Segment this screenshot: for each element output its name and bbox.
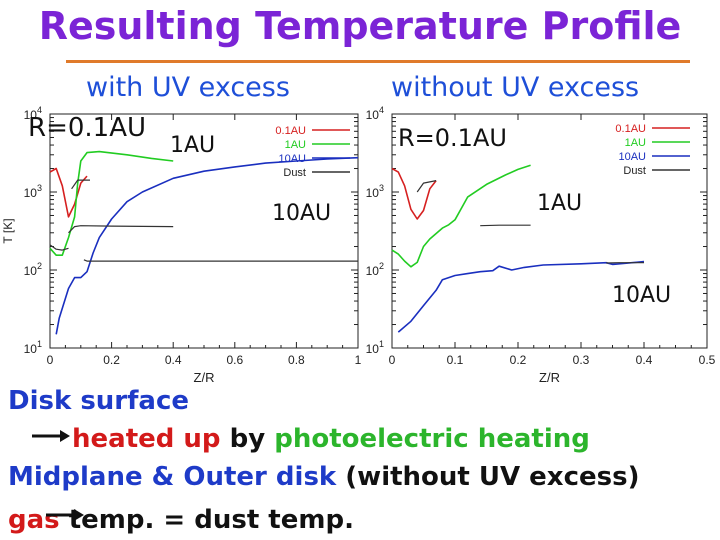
series-line-01au <box>49 167 88 218</box>
x-tick-label: 0.3 <box>573 353 590 367</box>
y-tick-label: 103 <box>366 183 384 200</box>
radius-annotation: R=0.1AU <box>398 124 507 152</box>
series-line-dust <box>83 259 358 262</box>
x-tick-label: 0.5 <box>699 353 716 367</box>
x-tick-label: 0.4 <box>636 353 653 367</box>
x-axis-label: Z/R <box>194 370 215 385</box>
x-tick-label: 1 <box>355 353 362 367</box>
series-line-dust <box>480 224 531 227</box>
series-line-dust <box>416 180 437 193</box>
legend-label: Dust <box>283 167 306 179</box>
y-tick-label: 102 <box>366 261 384 278</box>
legend-label: 1AU <box>625 137 646 149</box>
x-tick-label: 0 <box>389 353 396 367</box>
y-tick-label: 101 <box>24 339 42 356</box>
radius-annotation: 10AU <box>272 201 331 226</box>
note-disk-surface: Disk surface <box>8 386 190 416</box>
x-tick-label: 0.8 <box>288 353 305 367</box>
title-divider <box>66 60 690 63</box>
note-midplane: Midplane & Outer disk (without UV excess… <box>8 462 640 492</box>
radius-annotation: 10AU <box>612 283 671 308</box>
legend-label: 10AU <box>618 151 646 163</box>
x-tick-label: 0.1 <box>447 353 464 367</box>
y-tick-label: 103 <box>24 183 42 200</box>
series-line-dust <box>49 244 69 251</box>
x-tick-label: 0.2 <box>510 353 527 367</box>
x-tick-label: 0.2 <box>103 353 120 367</box>
note-gas-temp: gas temp. = dust temp. <box>8 505 354 535</box>
series-line-1au <box>391 164 531 268</box>
arrow-icon <box>32 430 70 442</box>
arrow-icon <box>46 509 84 521</box>
series-line-1au <box>49 150 174 256</box>
x-tick-label: 0.6 <box>226 353 243 367</box>
y-tick-label: 104 <box>366 105 384 122</box>
note-heated-up: heated up by photoelectric heating <box>72 424 590 454</box>
x-tick-label: 0.4 <box>165 353 182 367</box>
x-axis-label: Z/R <box>539 370 560 385</box>
chart-without-uv-excess: 0 0.1 0.2 0.3 0.4 0.5 101 102 103 104 Z/R 0.1AU 1AU 1… <box>366 105 716 385</box>
x-tick-label: 0 <box>47 353 54 367</box>
y-axis-label: T [K] <box>1 218 15 243</box>
legend-label: 0.1AU <box>615 123 646 135</box>
radius-annotation: R=0.1AU <box>28 113 146 143</box>
series-line-10au <box>55 156 359 335</box>
series-line-dust <box>71 179 90 190</box>
subtitle-with-uv: with UV excess <box>86 72 290 103</box>
radius-annotation: 1AU <box>537 191 582 216</box>
page-title: Resulting Temperature Profile <box>38 4 682 48</box>
subtitle-without-uv: without UV excess <box>391 72 640 103</box>
radius-annotation: 1AU <box>170 133 215 158</box>
series-line-10au <box>397 260 645 333</box>
legend-label: 1AU <box>285 139 306 151</box>
y-tick-label: 102 <box>24 261 42 278</box>
legend-label: Dust <box>623 165 646 177</box>
legend-label: 10AU <box>278 153 306 165</box>
series-line-01au <box>391 167 437 220</box>
series-line-dust <box>68 225 174 234</box>
y-tick-label: 101 <box>366 339 384 356</box>
legend-label: 0.1AU <box>275 125 306 137</box>
